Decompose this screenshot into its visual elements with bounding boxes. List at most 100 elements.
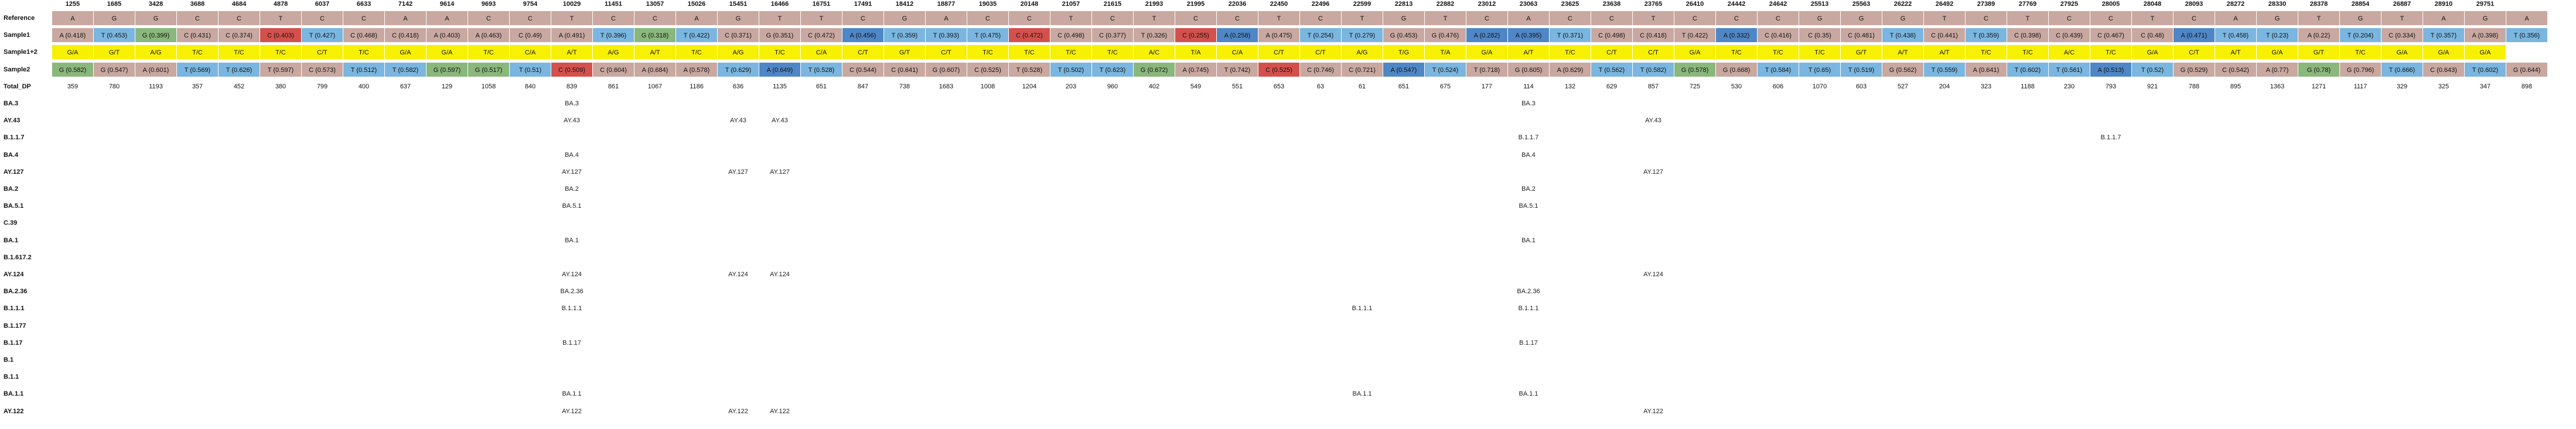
column-header[interactable]: 24442 xyxy=(1715,0,1757,8)
sample12-cell: T/C xyxy=(1091,44,1133,60)
column-header[interactable]: 4684 xyxy=(218,0,260,8)
total-dp-cell: 637 xyxy=(384,78,426,94)
reference-cell: T xyxy=(2131,11,2173,26)
column-header[interactable]: 22599 xyxy=(1341,0,1383,8)
reference-cell: A xyxy=(384,11,426,26)
column-header[interactable]: 21993 xyxy=(1133,0,1175,8)
column-header[interactable]: 27769 xyxy=(2007,0,2048,8)
column-header[interactable]: 6037 xyxy=(301,0,343,8)
column-header[interactable]: 20148 xyxy=(1008,0,1050,8)
total-dp-cell: 323 xyxy=(1965,78,2007,94)
column-header[interactable]: 10029 xyxy=(551,0,592,8)
sample12-cell: T/C xyxy=(967,44,1008,60)
column-header[interactable]: 24642 xyxy=(1757,0,1799,8)
column-header[interactable]: 26410 xyxy=(1674,0,1715,8)
column-header[interactable]: 23638 xyxy=(1591,0,1632,8)
sample12-cell: G/T xyxy=(1840,44,1882,60)
column-header[interactable]: 19035 xyxy=(967,0,1008,8)
sample2-cell: G (0.644) xyxy=(2506,61,2547,77)
column-header[interactable]: 7142 xyxy=(384,0,426,8)
column-header[interactable]: 9754 xyxy=(509,0,551,8)
column-header[interactable]: 25563 xyxy=(1840,0,1882,8)
reference-cell: G xyxy=(2464,11,2506,26)
lineage-cell: BA.3 xyxy=(1507,96,1549,111)
column-header[interactable]: 21057 xyxy=(1050,0,1091,8)
total-dp-cell: 788 xyxy=(2173,78,2215,94)
sample2-cell: A (0.601) xyxy=(135,61,176,77)
column-header[interactable]: 18412 xyxy=(883,0,925,8)
column-header[interactable]: 16751 xyxy=(800,0,842,8)
column-header[interactable]: 18877 xyxy=(925,0,967,8)
lineage-cell: BA.4 xyxy=(1507,147,1549,163)
column-header[interactable]: 1685 xyxy=(93,0,135,8)
column-header[interactable]: 26887 xyxy=(2381,0,2423,8)
column-header[interactable]: 28378 xyxy=(2298,0,2339,8)
sample12-cell: C/T xyxy=(842,44,883,60)
row-label: BA.2.36 xyxy=(4,288,28,296)
column-header[interactable]: 16466 xyxy=(759,0,800,8)
column-header[interactable]: 27925 xyxy=(2048,0,2090,8)
column-header[interactable]: 28093 xyxy=(2173,0,2215,8)
column-header[interactable]: 22496 xyxy=(1299,0,1341,8)
column-header[interactable]: 22813 xyxy=(1383,0,1424,8)
reference-cell: T xyxy=(1923,11,1965,26)
column-header[interactable]: 3688 xyxy=(176,0,218,8)
column-header[interactable]: 6633 xyxy=(343,0,384,8)
column-header[interactable]: 22036 xyxy=(1216,0,1258,8)
sample12-cell: G/T xyxy=(2298,44,2339,60)
column-header[interactable]: 23625 xyxy=(1549,0,1591,8)
column-header[interactable]: 21995 xyxy=(1175,0,1216,8)
column-header[interactable]: 26222 xyxy=(1882,0,1923,8)
column-header[interactable]: 1255 xyxy=(52,0,93,8)
column-header[interactable]: 28330 xyxy=(2256,0,2298,8)
row-label: Sample2 xyxy=(4,66,30,73)
column-header[interactable]: 3428 xyxy=(135,0,176,8)
total-dp-cell: 204 xyxy=(1923,78,1965,94)
column-header[interactable]: 22882 xyxy=(1424,0,1466,8)
sample12-cell: T/C xyxy=(176,44,218,60)
sample12-cell: A/T xyxy=(1882,44,1923,60)
total-dp-cell: 1058 xyxy=(468,78,509,94)
column-header[interactable]: 27389 xyxy=(1965,0,2007,8)
sample12-cell: G/A xyxy=(2381,44,2423,60)
column-header[interactable]: 28048 xyxy=(2131,0,2173,8)
column-header[interactable]: 4878 xyxy=(260,0,301,8)
column-header[interactable]: 9693 xyxy=(468,0,509,8)
sample1-cell: A (0.403) xyxy=(426,28,468,43)
sample12-cell: A/C xyxy=(2048,44,2090,60)
column-header[interactable]: 23063 xyxy=(1507,0,1549,8)
sample12-cell: A/T xyxy=(1507,44,1549,60)
sample12-cell: T/C xyxy=(1965,44,2007,60)
column-header[interactable]: 15451 xyxy=(717,0,759,8)
column-header[interactable]: 25513 xyxy=(1799,0,1840,8)
column-header[interactable]: 23765 xyxy=(1632,0,1674,8)
sample2-cell: C (0.525) xyxy=(967,61,1008,77)
lineage-cell: BA.5.1 xyxy=(551,198,592,214)
column-header[interactable]: 17491 xyxy=(842,0,883,8)
total-dp-cell: 61 xyxy=(1341,78,1383,94)
total-dp-cell: 203 xyxy=(1050,78,1091,94)
column-header[interactable]: 26492 xyxy=(1923,0,1965,8)
column-header[interactable]: 29751 xyxy=(2464,0,2506,8)
column-header[interactable]: 28910 xyxy=(2423,0,2464,8)
column-header[interactable]: 28854 xyxy=(2339,0,2381,8)
sample2-cell: T (0.524) xyxy=(1424,61,1466,77)
column-header[interactable]: 28005 xyxy=(2090,0,2131,8)
column-header[interactable]: 9614 xyxy=(426,0,468,8)
lineage-cell: AY.122 xyxy=(717,403,759,419)
column-header[interactable]: 28272 xyxy=(2215,0,2256,8)
column-header[interactable]: 13057 xyxy=(634,0,675,8)
sample12-cell: T/A xyxy=(1424,44,1466,60)
column-header[interactable]: 22450 xyxy=(1258,0,1299,8)
lineage-cell: BA.1.1 xyxy=(1341,386,1383,402)
sample1-cell: C (0.398) xyxy=(2007,28,2048,43)
reference-cell: T xyxy=(2381,11,2423,26)
column-header[interactable]: 11451 xyxy=(592,0,634,8)
sample12-cell: A/G xyxy=(592,44,634,60)
sample2-cell: T (0.602) xyxy=(2007,61,2048,77)
column-header[interactable]: 23012 xyxy=(1466,0,1507,8)
total-dp-cell: 960 xyxy=(1091,78,1133,94)
column-header[interactable]: 21615 xyxy=(1091,0,1133,8)
column-header[interactable]: 15026 xyxy=(675,0,717,8)
reference-cell: T xyxy=(1133,11,1175,26)
